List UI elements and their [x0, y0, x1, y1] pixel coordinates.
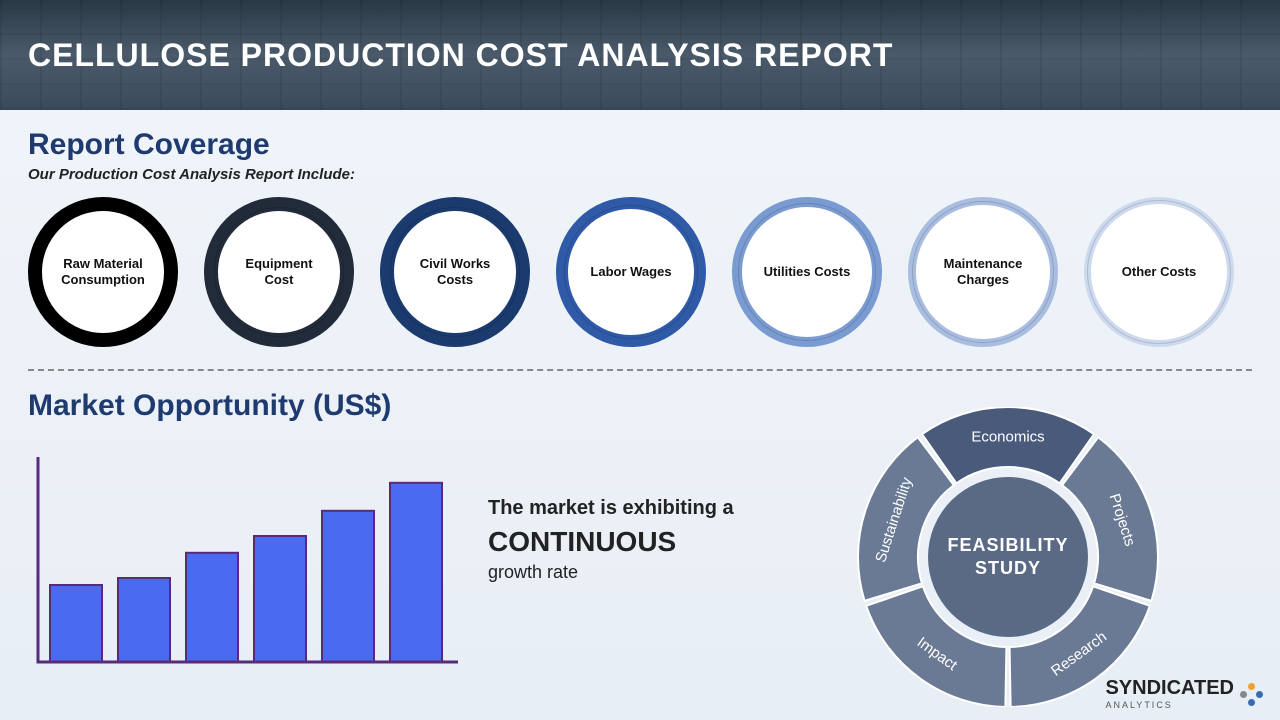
coverage-subtitle: Our Production Cost Analysis Report Incl… — [28, 166, 1252, 183]
chart-bar — [390, 483, 442, 662]
coverage-circle: Raw Material Consumption — [28, 197, 178, 347]
feasibility-center-label: FEASIBILITY STUDY — [928, 477, 1088, 637]
header-banner: CELLULOSE PRODUCTION COST ANALYSIS REPOR… — [0, 0, 1280, 110]
growth-text-line3: growth rate — [488, 562, 788, 583]
coverage-circle-label: Maintenance Charges — [932, 256, 1034, 289]
chart-bar — [186, 553, 238, 662]
coverage-circle-label: Equipment Cost — [234, 256, 324, 289]
feasibility-column: FEASIBILITY STUDY EconomicsProjectsResea… — [818, 427, 1198, 707]
donut-segment-label: Economics — [971, 429, 1044, 446]
growth-text-line1: The market is exhibiting a — [488, 497, 788, 520]
coverage-circle: Civil Works Costs — [380, 197, 530, 347]
coverage-circle: Utilities Costs — [732, 197, 882, 347]
content-area: Report Coverage Our Production Cost Anal… — [0, 110, 1280, 707]
chart-bar — [50, 585, 102, 662]
brand-logo: SYNDICATED ANALYTICS — [1105, 677, 1262, 710]
coverage-circle: Maintenance Charges — [908, 197, 1058, 347]
section-divider — [28, 369, 1252, 371]
growth-bar-chart — [28, 437, 458, 677]
bar-chart-column — [28, 427, 458, 677]
coverage-circle-label: Labor Wages — [590, 264, 671, 280]
coverage-circle-label: Utilities Costs — [764, 264, 851, 280]
logo-dots-icon — [1240, 683, 1262, 705]
growth-text-emph: CONTINUOUS — [488, 526, 788, 558]
coverage-circles-row: Raw Material Consumption Equipment Cost Ci… — [28, 197, 1252, 347]
chart-bar — [118, 578, 170, 662]
coverage-circle-label: Civil Works Costs — [410, 256, 500, 289]
coverage-circle: Equipment Cost — [204, 197, 354, 347]
coverage-title: Report Coverage — [28, 128, 1252, 162]
coverage-circle-label: Raw Material Consumption — [58, 256, 148, 289]
coverage-circle-label: Other Costs — [1122, 264, 1196, 280]
logo-main-text: SYNDICATED — [1105, 677, 1234, 699]
feasibility-donut: FEASIBILITY STUDY EconomicsProjectsResea… — [838, 407, 1178, 707]
coverage-circle: Labor Wages — [556, 197, 706, 347]
chart-bar — [322, 511, 374, 662]
coverage-circle: Other Costs — [1084, 197, 1234, 347]
chart-bar — [254, 536, 306, 662]
logo-sub-text: ANALYTICS — [1105, 700, 1234, 710]
bottom-row: The market is exhibiting a CONTINUOUS gr… — [28, 427, 1252, 707]
page-title: CELLULOSE PRODUCTION COST ANALYSIS REPOR… — [28, 37, 893, 74]
growth-text-block: The market is exhibiting a CONTINUOUS gr… — [488, 427, 788, 583]
